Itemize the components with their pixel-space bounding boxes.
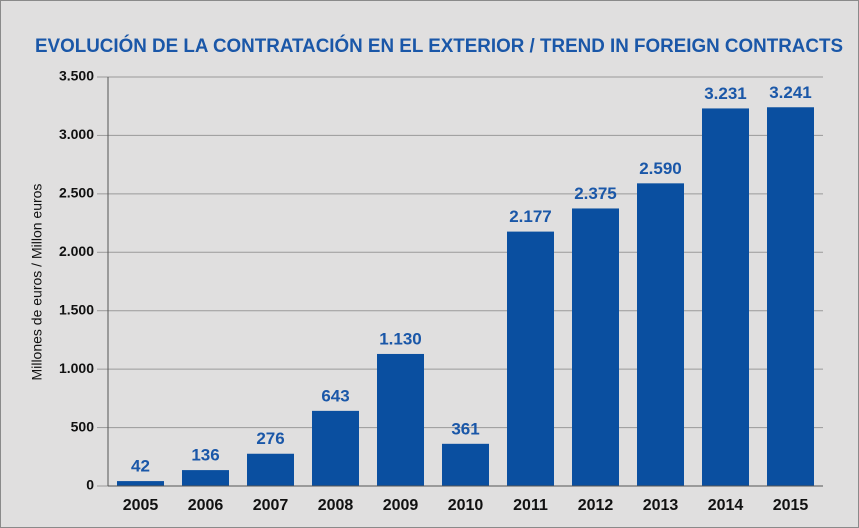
value-label: 2.177 xyxy=(509,207,552,226)
value-label: 42 xyxy=(131,457,150,476)
x-tick-label: 2014 xyxy=(708,497,744,514)
bar xyxy=(702,108,749,486)
bar xyxy=(572,208,619,486)
value-label: 276 xyxy=(256,429,284,448)
x-tick-label: 2007 xyxy=(253,497,289,514)
x-tick-label: 2008 xyxy=(318,497,354,514)
x-tick-label: 2012 xyxy=(578,497,614,514)
x-tick-label: 2015 xyxy=(773,497,809,514)
bar xyxy=(247,453,294,486)
value-label: 361 xyxy=(451,419,479,438)
value-label: 643 xyxy=(321,386,349,405)
bar xyxy=(182,470,229,486)
y-tick-label: 3.500 xyxy=(59,68,94,84)
bar xyxy=(767,107,814,487)
bar xyxy=(637,183,684,486)
y-axis-label: Millones de euros / Millon euros xyxy=(29,184,45,381)
x-tick-label: 2013 xyxy=(643,497,679,514)
x-tick-label: 2011 xyxy=(513,497,548,514)
y-tick-label: 1.000 xyxy=(59,360,94,376)
y-tick-label: 2.000 xyxy=(59,243,94,259)
value-label: 3.231 xyxy=(704,84,747,103)
x-tick-label: 2006 xyxy=(188,497,224,514)
x-tick-label: 2010 xyxy=(448,497,484,514)
y-tick-label: 2.500 xyxy=(59,185,94,201)
value-label: 136 xyxy=(191,446,219,465)
y-tick-label: 1.500 xyxy=(59,301,94,317)
value-label: 1.130 xyxy=(379,329,422,348)
chart-title: EVOLUCIÓN DE LA CONTRATACIÓN EN EL EXTER… xyxy=(35,35,843,57)
bar xyxy=(312,410,359,486)
y-tick-label: 3.000 xyxy=(59,126,94,142)
bar xyxy=(117,481,164,486)
value-label: 2.375 xyxy=(574,184,617,203)
bar xyxy=(507,231,554,486)
bar xyxy=(377,353,424,486)
x-tick-label: 2009 xyxy=(383,497,419,514)
value-label: 2.590 xyxy=(639,159,682,178)
x-tick-label: 2005 xyxy=(123,497,159,514)
y-tick-label: 500 xyxy=(71,418,95,434)
y-tick-label: 0 xyxy=(86,477,94,493)
value-label: 3.241 xyxy=(769,83,812,102)
bar xyxy=(442,443,489,486)
